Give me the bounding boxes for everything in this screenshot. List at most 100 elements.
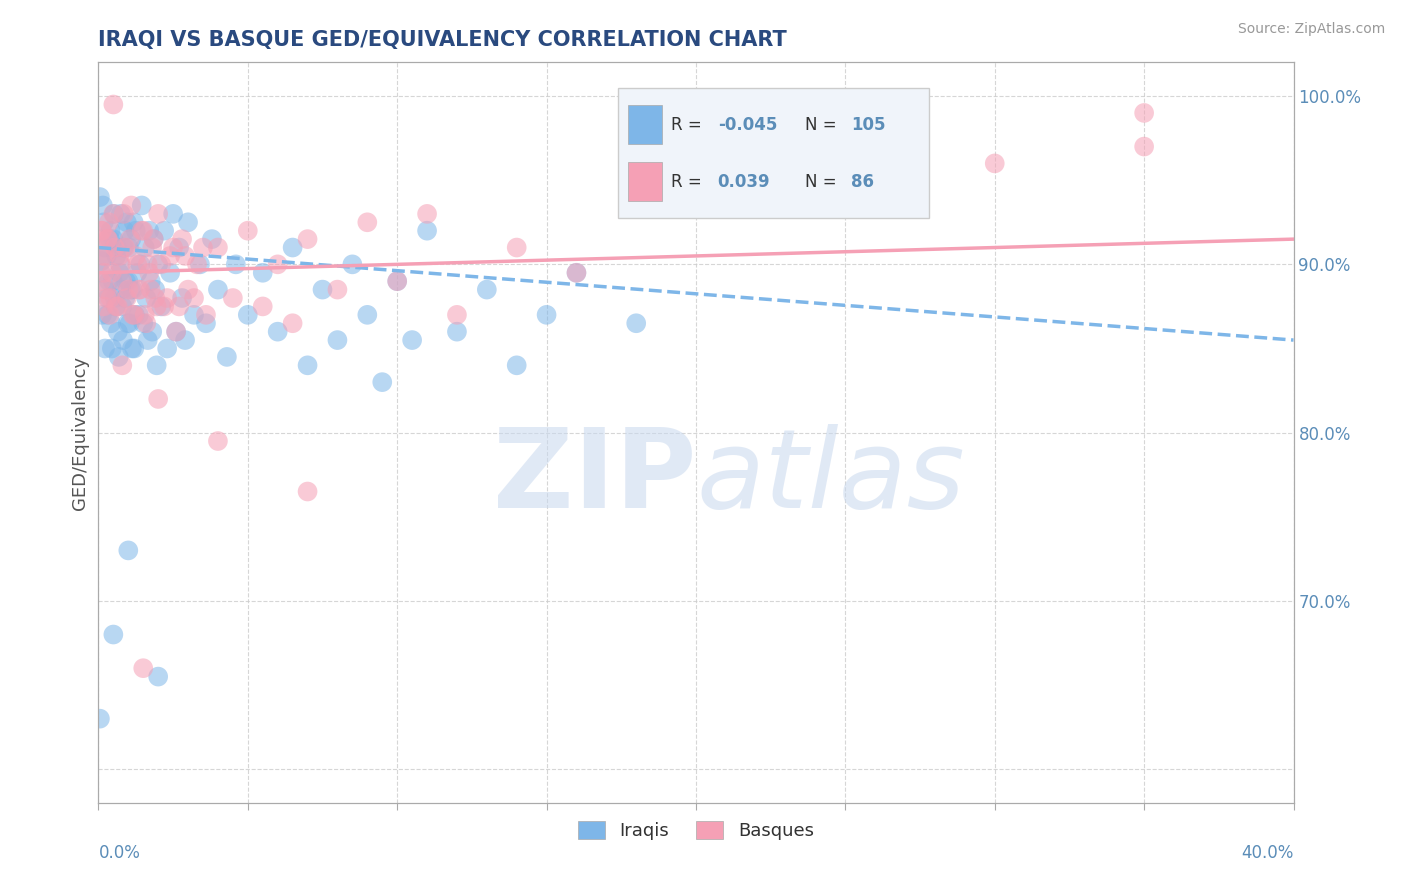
Point (120, 198, 142, 212)
Point (94, 283, 117, 297)
Point (94, 283, 117, 297)
Point (91, 198, 114, 212)
Point (90, 266, 112, 280)
Point (148, 207, 170, 221)
Point (128, 283, 150, 297)
Point (118, 232, 141, 246)
Point (97, 215, 120, 229)
Point (121, 283, 143, 297)
Text: 0.0%: 0.0% (98, 844, 141, 862)
Point (371, 375, 394, 389)
Point (342, 257, 364, 271)
Point (1133, 106, 1156, 120)
Point (90, 274, 112, 288)
Point (139, 274, 162, 288)
Point (174, 249, 197, 263)
Point (401, 333, 423, 347)
Point (252, 266, 274, 280)
Point (118, 241, 141, 255)
Point (506, 241, 529, 255)
Point (1133, 139, 1156, 153)
Point (107, 325, 129, 339)
Point (326, 333, 349, 347)
Legend: Iraqis, Basques: Iraqis, Basques (569, 812, 823, 849)
Point (385, 274, 409, 288)
Point (103, 627, 125, 641)
Point (112, 241, 135, 255)
Point (104, 241, 127, 255)
Point (626, 181, 648, 195)
Point (148, 257, 170, 271)
Point (91, 308, 114, 322)
Point (134, 308, 156, 322)
Point (162, 241, 184, 255)
Point (129, 257, 152, 271)
Point (103, 97, 125, 112)
Point (143, 291, 166, 305)
Point (167, 300, 190, 314)
Point (120, 232, 142, 246)
Point (141, 325, 163, 339)
Point (96, 308, 118, 322)
Point (90, 224, 112, 238)
Point (131, 224, 153, 238)
Y-axis label: GED/Equivalency: GED/Equivalency (70, 356, 89, 509)
Point (135, 316, 157, 330)
Point (124, 308, 146, 322)
Point (124, 308, 146, 322)
Point (183, 291, 205, 305)
Point (132, 224, 155, 238)
Point (446, 308, 468, 322)
Point (297, 359, 319, 373)
Point (96, 232, 118, 246)
Point (112, 207, 135, 221)
Point (131, 198, 153, 212)
Point (134, 241, 156, 255)
Point (117, 316, 139, 330)
Point (135, 291, 157, 305)
Point (104, 291, 127, 305)
Point (110, 207, 132, 221)
Point (93, 215, 115, 229)
Point (281, 316, 304, 330)
Point (132, 316, 155, 330)
Point (101, 266, 124, 280)
Point (115, 291, 138, 305)
Point (156, 342, 179, 356)
Point (91, 249, 114, 263)
Text: atlas: atlas (696, 424, 965, 531)
Point (125, 224, 148, 238)
Point (236, 224, 259, 238)
Point (150, 300, 173, 314)
Point (111, 274, 134, 288)
Point (186, 257, 208, 271)
Point (93, 266, 115, 280)
Point (117, 543, 139, 558)
Point (172, 291, 194, 305)
Point (416, 224, 439, 238)
Point (108, 257, 131, 271)
Point (124, 342, 146, 356)
Point (98, 308, 121, 322)
Point (108, 266, 131, 280)
Point (506, 359, 529, 373)
Point (114, 291, 136, 305)
Point (356, 215, 378, 229)
Point (111, 283, 134, 297)
Point (132, 661, 155, 675)
Point (96, 291, 118, 305)
Point (215, 350, 238, 364)
Point (127, 257, 149, 271)
Point (91, 224, 114, 238)
Point (172, 232, 194, 246)
Point (98, 291, 122, 305)
Point (252, 300, 274, 314)
Point (105, 241, 128, 255)
Point (311, 283, 333, 297)
Point (93, 241, 115, 255)
Point (98, 232, 121, 246)
Point (111, 333, 134, 347)
Point (101, 342, 124, 356)
Point (105, 249, 128, 263)
Point (177, 215, 200, 229)
